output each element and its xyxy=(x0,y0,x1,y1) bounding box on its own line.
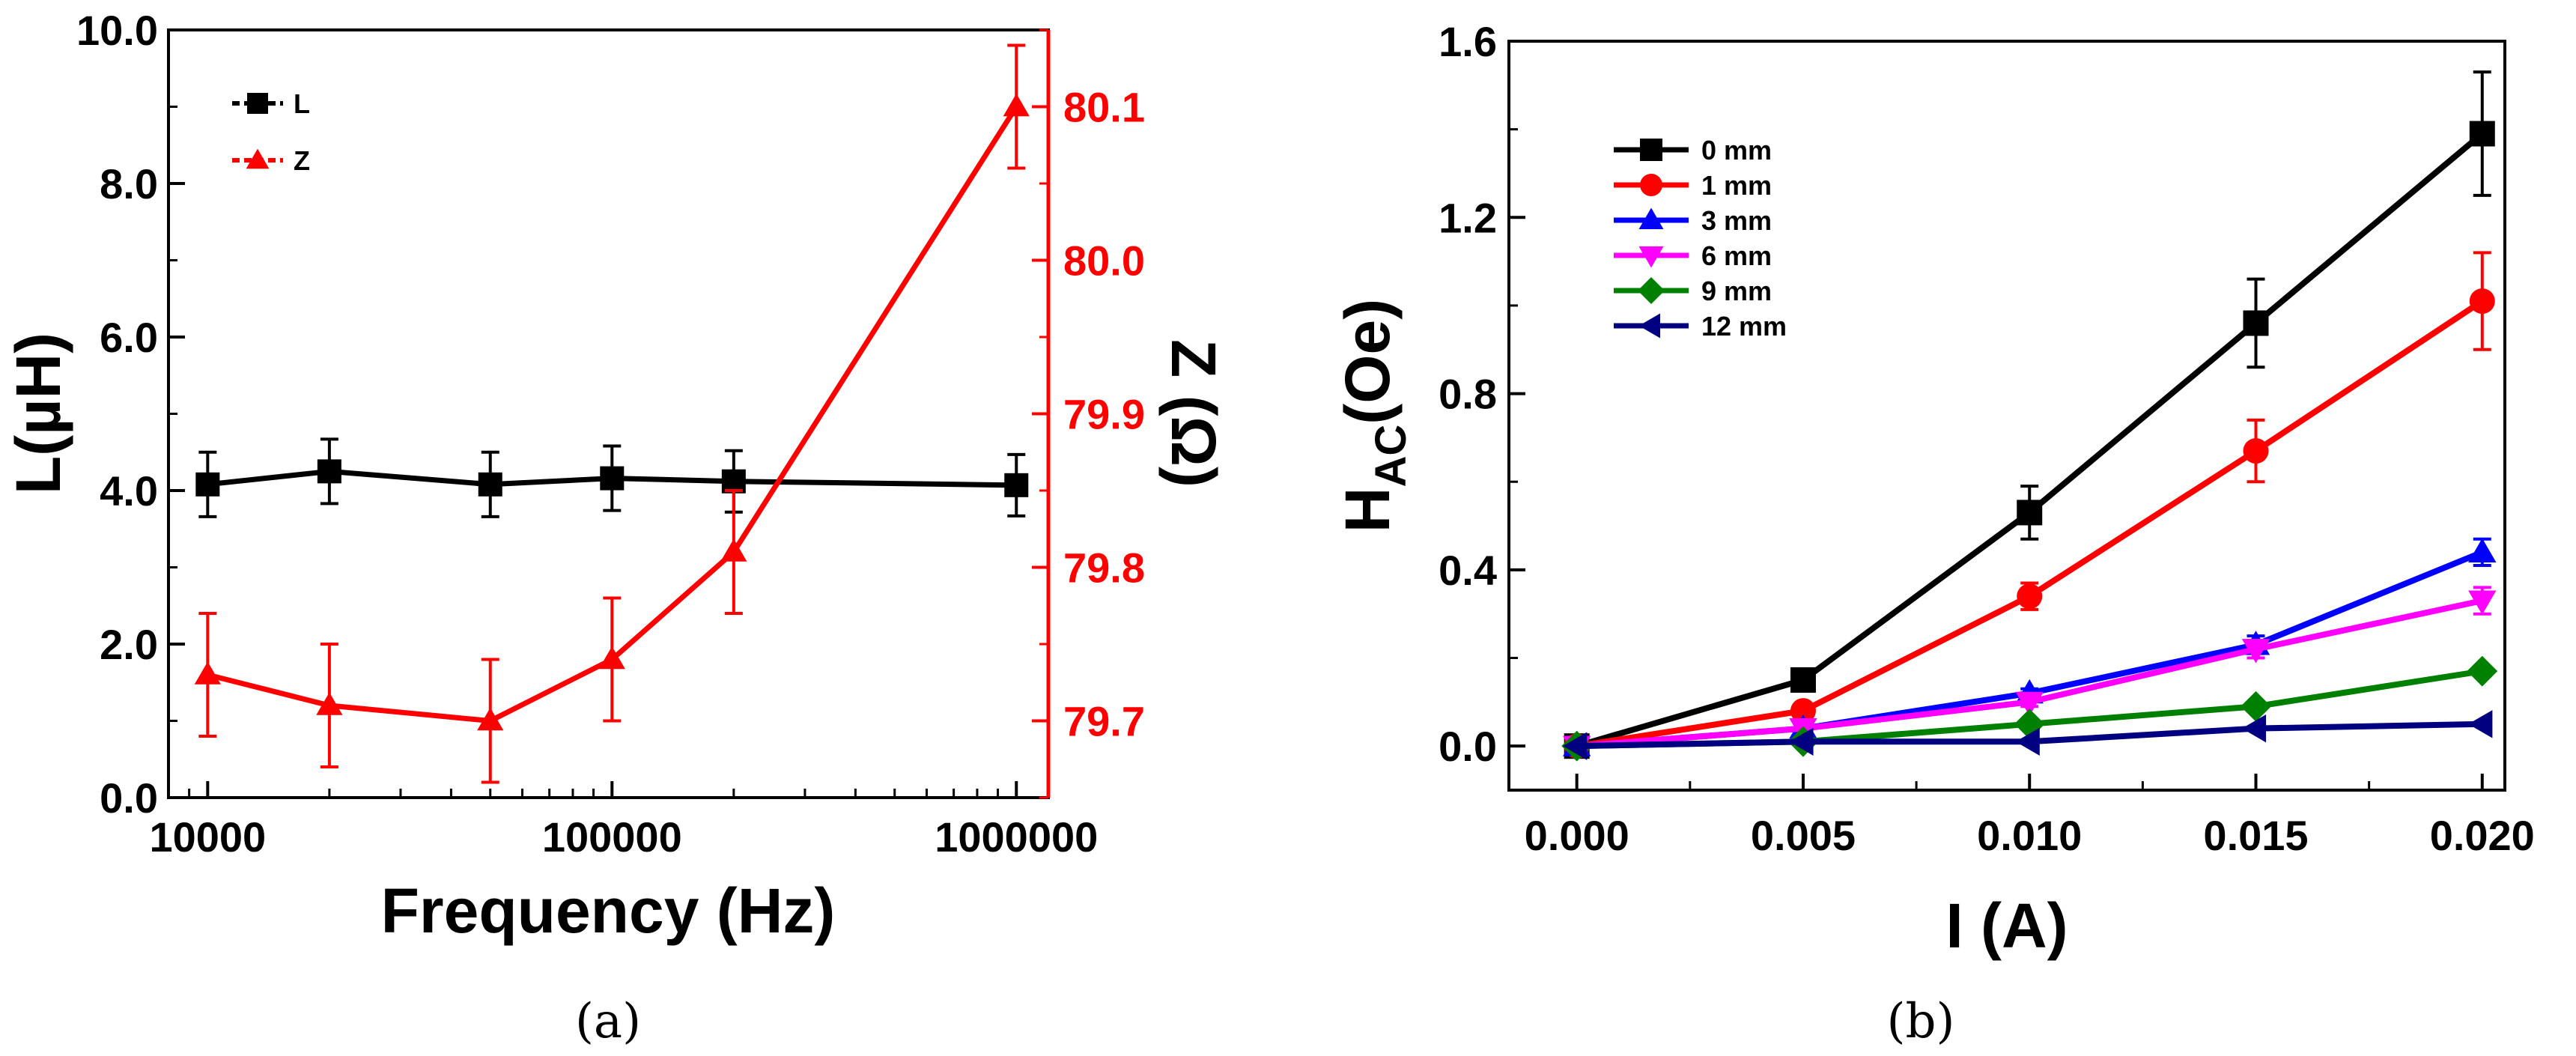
panel-b-legend-label: 12 mm xyxy=(1701,311,1787,342)
panel-b-x-tick-label: 0.005 xyxy=(1751,812,1856,859)
panel-a-left-axis-label: L(µH) xyxy=(3,333,73,494)
panel-b-y-axis-label: HAC(Oe) xyxy=(1332,299,1415,532)
panel-b-series-6-mm-point xyxy=(2241,639,2270,664)
panel-a-series-z-point xyxy=(720,538,747,562)
panel-b-x-tick-label: 0.015 xyxy=(2203,812,2308,859)
panel-b-series-12-mm-point xyxy=(1562,732,1588,760)
panel-a-series-l-point xyxy=(195,472,220,497)
panel-b-series-0-mm-point xyxy=(1790,667,1816,693)
panel-a-x-axis-label: Frequency (Hz) xyxy=(381,876,836,946)
panel-b-legend: 0 mm 1 mm 3 mm 6 mm 9 mm 12 mm xyxy=(1614,135,1787,342)
panel-b-legend-label: 1 mm xyxy=(1701,170,1772,201)
panel-a-series-z-line xyxy=(207,105,1019,724)
panel-a-x-tick-label: 1000000 xyxy=(935,813,1098,861)
panel-a-right-tick-label: 80.1 xyxy=(1063,84,1145,131)
panel-b-y-tick-label: 1.6 xyxy=(1439,18,1497,65)
panel-b-series-12-mm-point xyxy=(2468,710,2493,738)
panel-a-series-z-point xyxy=(598,646,625,670)
panel-b-series-0-mm-point xyxy=(2469,121,2495,147)
panel-b-legend-marker xyxy=(1638,246,1664,268)
panel-a-right-tick-label: 79.9 xyxy=(1063,391,1145,438)
panel-b-y-axis-label-tail: (Oe) xyxy=(1332,299,1403,425)
panel-a-x-tick-label: 100000 xyxy=(542,813,682,861)
panel-a-left-tick-label: 8.0 xyxy=(100,160,158,207)
panel-a-x-tick-label: 10000 xyxy=(149,813,266,861)
panel-b-series-1-mm-point xyxy=(1790,698,1816,724)
panel-b-series-12-mm-point xyxy=(1789,727,1814,756)
panel-a-legend-label: L xyxy=(294,88,310,119)
panel-a-legend-marker xyxy=(247,93,268,114)
panel-a-left-tick-label: 6.0 xyxy=(100,314,158,361)
panel-a-series-z-point xyxy=(194,661,221,685)
panel-a-left-tick-label: 2.0 xyxy=(100,621,158,668)
panel-a-series-l-point xyxy=(600,466,625,491)
panel-a-series-z-point xyxy=(316,692,343,715)
panel-b-series-0-mm-point xyxy=(2243,310,2269,336)
panel-b-y-tick-label: 0.0 xyxy=(1439,723,1497,770)
panel-b-series-1-mm-point xyxy=(2469,288,2495,315)
panel-a-right-tick-label: 79.7 xyxy=(1063,698,1145,745)
panel-b-x-tick-label: 0.000 xyxy=(1525,812,1629,859)
panel-a-series-l-point xyxy=(478,472,502,497)
panel-b-series-9-mm-point xyxy=(2241,691,2271,722)
panel-a-left-tick-label: 10.0 xyxy=(76,7,158,54)
panel-a-left-tick-label: 4.0 xyxy=(100,467,158,515)
panel-b-series-12-mm-point xyxy=(2015,727,2040,756)
panel-a-left-tick-label: 0.0 xyxy=(100,774,158,822)
panel-b-x-tick-label: 0.020 xyxy=(2430,812,2535,859)
panel-b-legend-marker xyxy=(1640,139,1662,161)
panel-a-series-l-point xyxy=(1004,473,1029,497)
panel-a-series-z-point xyxy=(1003,93,1030,117)
panel-a-series-l-point xyxy=(317,459,341,484)
panel-b-y-tick-label: 0.8 xyxy=(1439,371,1497,418)
panel-b-y-axis-label-subscript: AC xyxy=(1367,425,1415,488)
panel-b-legend-marker xyxy=(1638,313,1660,339)
panel-b-series-3-mm-point xyxy=(2468,538,2497,562)
panel-b-legend-marker xyxy=(1638,277,1665,304)
panel-a: 10000 100000 1000000 0.0 2.0 4.0 6.0 8.0 10.0 79.… xyxy=(3,7,1229,1049)
panel-a-caption: (a) xyxy=(575,994,641,1049)
panel-b-series-1-mm-point xyxy=(2243,438,2269,464)
panel-a-right-tick-label: 80.0 xyxy=(1063,237,1145,285)
panel-b-legend-marker xyxy=(1640,174,1662,196)
panel-b-legend-label: 6 mm xyxy=(1701,240,1772,271)
panel-b-legend-label: 0 mm xyxy=(1701,135,1772,166)
panel-b-x-tick-label: 0.010 xyxy=(1977,812,2082,859)
panel-b-plot-frame xyxy=(1507,40,2506,792)
panel-b-legend-label: 3 mm xyxy=(1701,205,1772,236)
panel-b-y-tick-label: 1.2 xyxy=(1439,194,1497,241)
panel-a-legend: LZ xyxy=(232,88,310,176)
panel-b-legend-label: 9 mm xyxy=(1701,276,1772,306)
panel-b-series-1-mm-point xyxy=(2017,583,2043,610)
panel-b-series-12-mm-point xyxy=(2241,714,2267,743)
panel-a-right-axis-label: Z (Ω) xyxy=(1158,339,1229,488)
panel-b-series-6-mm-point xyxy=(2015,691,2044,717)
panel-b-x-axis-label: I (A) xyxy=(1945,890,2068,961)
panel-b-series-6-mm-point xyxy=(2468,590,2497,615)
panel-b-series-0-mm-point xyxy=(2017,500,2043,526)
panel-a-legend-label: Z xyxy=(294,145,310,176)
panel-a-legend-marker xyxy=(246,148,270,169)
panel-b-series-9-mm-point xyxy=(2467,655,2498,687)
panel-b-caption: (b) xyxy=(1887,994,1955,1049)
panel-a-right-tick-label: 79.8 xyxy=(1063,544,1145,592)
panel-b-y-tick-label: 0.4 xyxy=(1439,547,1497,594)
panel-b-y-axis-label-main: H xyxy=(1332,488,1403,533)
panel-b-legend-marker xyxy=(1638,207,1664,229)
panel-b: 0.000 0.005 0.010 0.015 0.020 0.0 0.4 0.8 1.2 1.6… xyxy=(1332,18,2535,1049)
panel-a-series-z-point xyxy=(477,707,504,731)
